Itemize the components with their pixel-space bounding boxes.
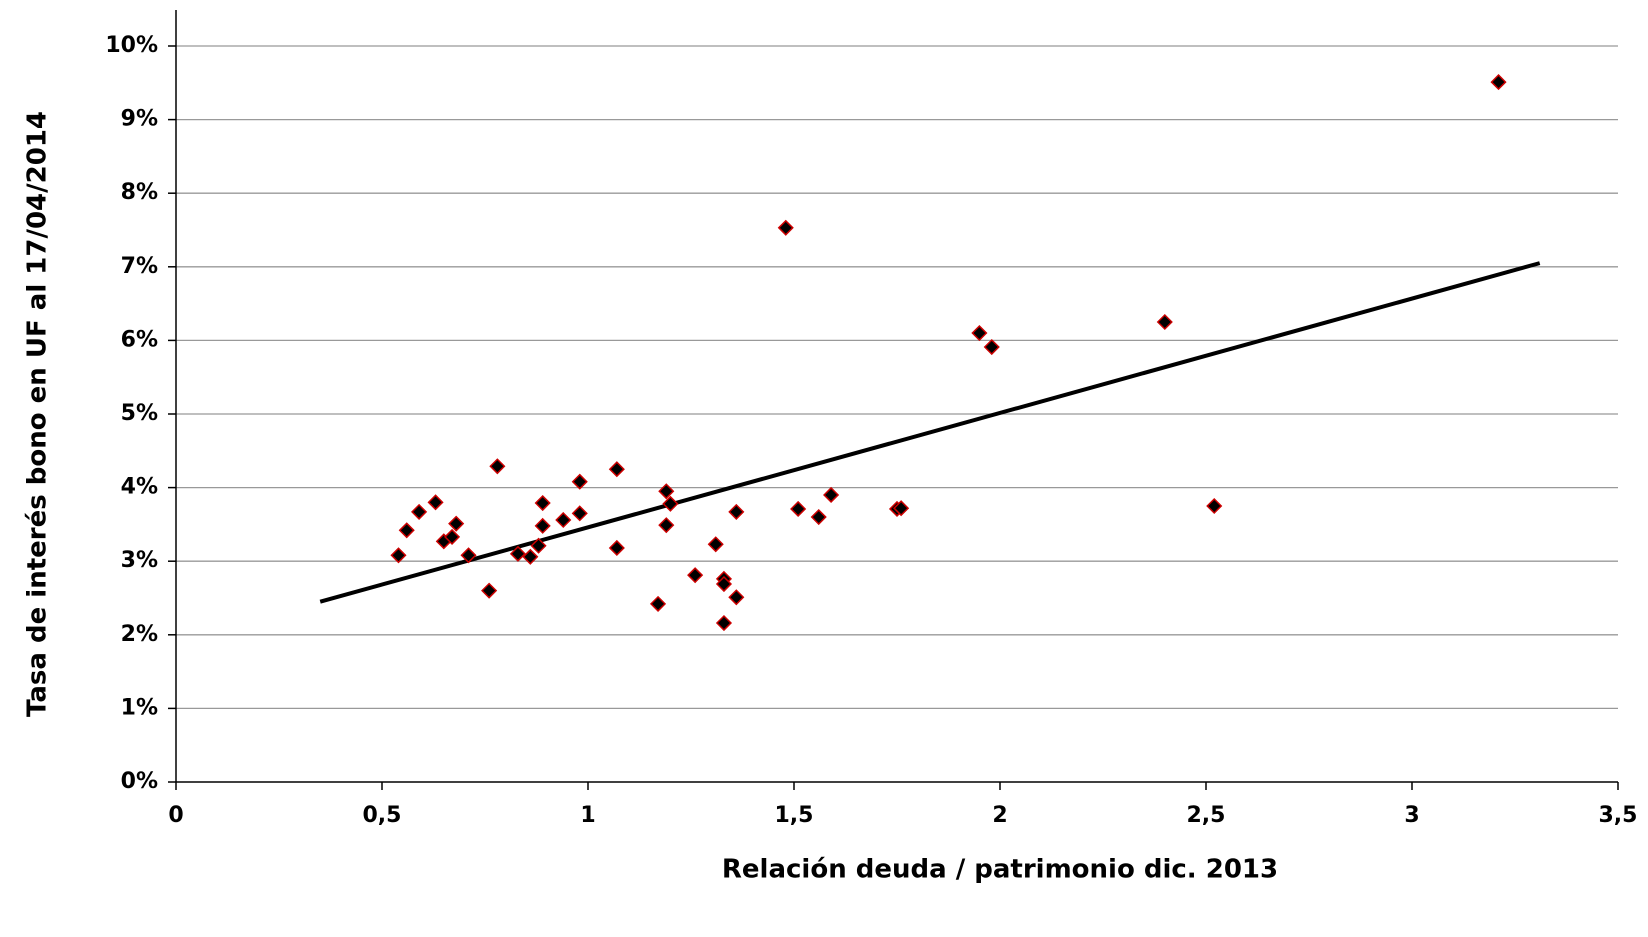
y-tick-label: 2%: [121, 622, 158, 647]
data-point: [687, 567, 704, 584]
data-point: [411, 503, 428, 520]
data-point: [522, 548, 539, 565]
data-point: [1156, 313, 1173, 331]
data-point: [810, 508, 827, 526]
data-point: [728, 503, 745, 520]
data-point: [489, 458, 506, 475]
data-point: [555, 511, 572, 529]
x-tick-label: 1: [580, 803, 595, 828]
data-point: [662, 495, 679, 512]
data-point: [1490, 74, 1507, 91]
x-tick-label: 2,5: [1187, 803, 1226, 828]
data-point: [728, 589, 745, 606]
data-point: [571, 505, 588, 522]
y-tick-label: 0%: [121, 769, 158, 794]
data-point: [534, 517, 551, 534]
y-tick-label: 9%: [121, 107, 158, 132]
data-point: [398, 522, 415, 539]
data-point: [983, 338, 1000, 356]
y-tick-label: 10%: [105, 33, 158, 58]
x-tick-label: 2: [992, 803, 1007, 828]
data-point: [530, 537, 547, 554]
data-point: [658, 517, 675, 534]
data-point: [460, 547, 477, 564]
data-point: [715, 614, 733, 632]
trendline: [319, 261, 1541, 604]
data-point: [777, 219, 794, 236]
data-point: [971, 324, 988, 342]
data-point: [707, 536, 724, 553]
x-tick-label: 3,5: [1599, 803, 1638, 828]
data-point: [481, 582, 498, 599]
y-tick-label: 4%: [121, 475, 158, 500]
data-point: [790, 500, 807, 518]
x-tick-label: 1,5: [775, 803, 814, 828]
data-point: [509, 545, 527, 562]
y-tick-label: 1%: [121, 695, 158, 720]
y-axis-title: Tasa de interés bono en UF al 17/04/2014: [23, 111, 53, 717]
y-tick-label: 7%: [121, 254, 158, 279]
data-point: [427, 494, 444, 511]
data-point: [658, 483, 675, 500]
data-point: [390, 547, 407, 564]
data-point: [571, 473, 588, 490]
y-tick-label: 8%: [121, 180, 158, 205]
y-tick-label: 5%: [121, 401, 158, 426]
data-point: [608, 461, 625, 478]
data-point: [715, 575, 733, 593]
data-point: [534, 494, 551, 512]
x-tick-label: 0,5: [363, 803, 402, 828]
data-point: [893, 500, 910, 517]
y-tick-label: 6%: [121, 327, 158, 352]
x-axis-title: Relación deuda / patrimonio dic. 2013: [722, 855, 1278, 885]
data-point: [443, 528, 461, 545]
y-tick-label: 3%: [121, 548, 158, 573]
x-tick-label: 3: [1404, 803, 1419, 828]
data-point: [649, 595, 667, 612]
x-tick-label: 0: [168, 803, 183, 828]
data-point: [1206, 497, 1223, 515]
data-point: [448, 515, 465, 532]
data-point: [823, 486, 840, 504]
data-point: [608, 539, 625, 557]
